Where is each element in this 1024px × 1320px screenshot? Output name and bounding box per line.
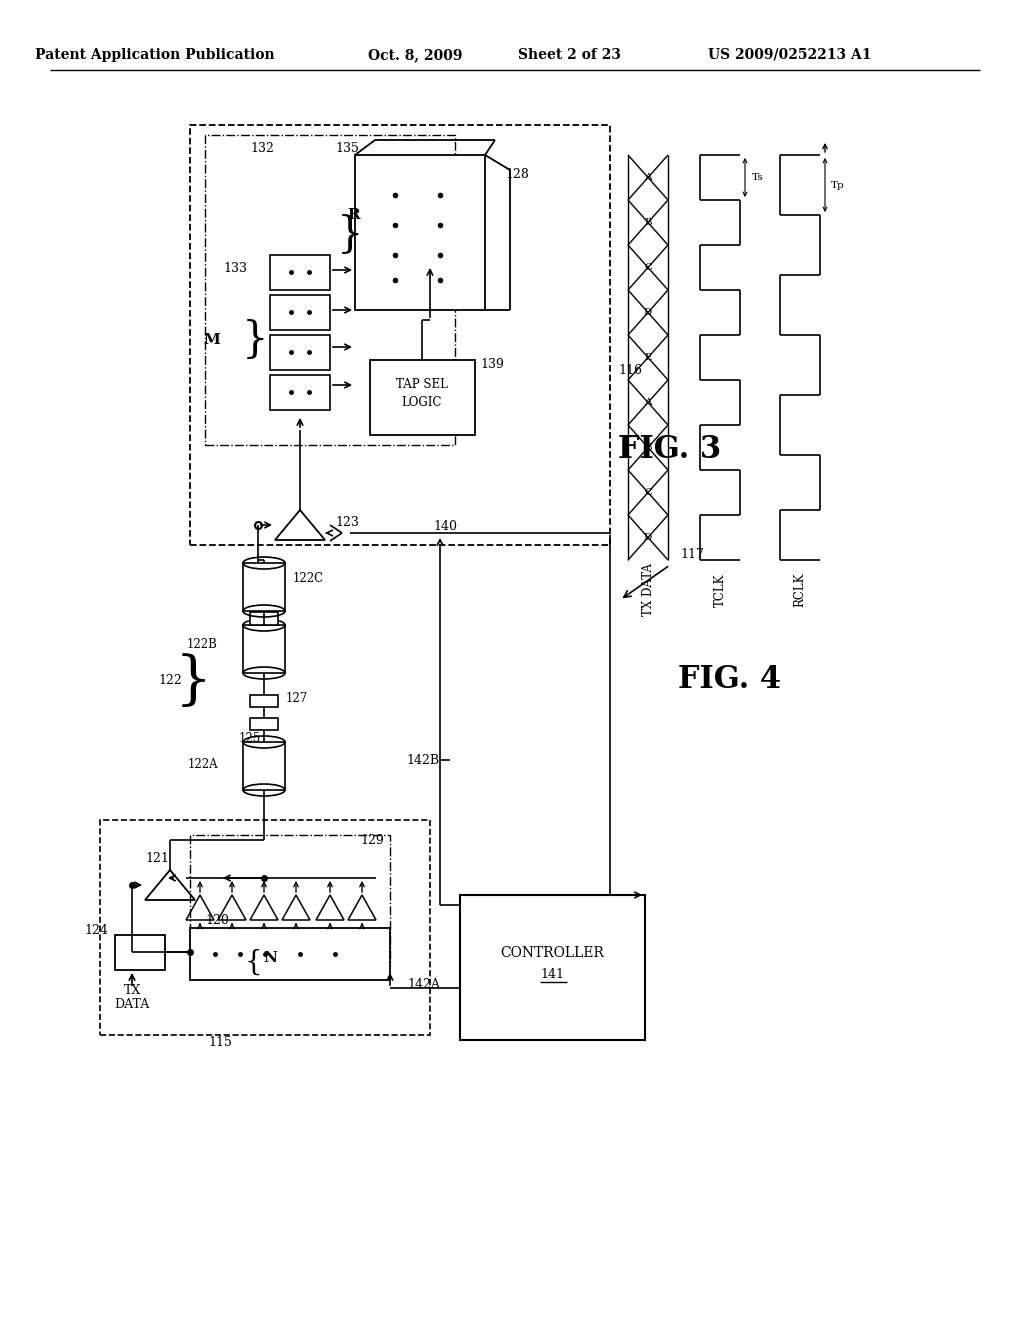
- Text: 135: 135: [335, 141, 358, 154]
- Text: DATA: DATA: [115, 998, 150, 1011]
- Text: 115: 115: [208, 1036, 232, 1049]
- Bar: [270, 294, 330, 330]
- Text: 116: 116: [618, 363, 642, 376]
- Text: 125: 125: [239, 731, 261, 744]
- Text: 133: 133: [223, 261, 247, 275]
- Bar: [100, 820, 430, 1035]
- Text: 122: 122: [159, 673, 182, 686]
- Text: CONTROLLER: CONTROLLER: [500, 946, 604, 960]
- Text: US 2009/0252213 A1: US 2009/0252213 A1: [709, 48, 871, 62]
- Text: Tp: Tp: [831, 181, 845, 190]
- Bar: [460, 895, 645, 1040]
- Text: 129: 129: [360, 833, 384, 846]
- Text: }: }: [337, 214, 364, 256]
- Bar: [190, 928, 390, 979]
- Bar: [115, 935, 165, 970]
- Bar: [190, 836, 390, 965]
- Text: 140: 140: [433, 520, 457, 533]
- Bar: [370, 360, 475, 436]
- Text: 127: 127: [286, 692, 308, 705]
- Text: 117: 117: [680, 549, 703, 561]
- Text: 122C: 122C: [293, 572, 325, 585]
- Text: TCLK: TCLK: [714, 573, 726, 607]
- Text: TX: TX: [123, 983, 140, 997]
- Text: }: }: [174, 653, 212, 710]
- Text: Sheet 2 of 23: Sheet 2 of 23: [518, 48, 622, 62]
- Text: 142A: 142A: [408, 978, 440, 991]
- Bar: [270, 375, 330, 411]
- Bar: [270, 255, 330, 290]
- Bar: [190, 125, 610, 545]
- Text: 123: 123: [335, 516, 358, 529]
- Text: 141: 141: [540, 969, 564, 982]
- Text: 139: 139: [480, 359, 504, 371]
- Text: 120: 120: [205, 913, 229, 927]
- Text: 128: 128: [505, 169, 528, 181]
- Bar: [243, 564, 285, 611]
- Text: D: D: [644, 533, 652, 543]
- Text: 132: 132: [250, 141, 273, 154]
- Text: RCLK: RCLK: [794, 573, 807, 607]
- Text: C: C: [644, 263, 652, 272]
- Text: {: {: [245, 949, 262, 975]
- Bar: [355, 154, 485, 310]
- Text: Patent Application Publication: Patent Application Publication: [35, 48, 274, 62]
- Text: B: B: [644, 444, 652, 451]
- Text: E: E: [644, 352, 651, 362]
- Text: FIG. 3: FIG. 3: [618, 434, 722, 466]
- Text: 142B: 142B: [407, 754, 440, 767]
- Text: A: A: [644, 173, 651, 182]
- Text: 124: 124: [84, 924, 108, 936]
- Text: Ts: Ts: [753, 173, 764, 181]
- Text: LOGIC: LOGIC: [401, 396, 442, 408]
- Bar: [250, 612, 278, 624]
- Text: N: N: [263, 950, 276, 965]
- Text: M: M: [203, 333, 220, 347]
- Text: Oct. 8, 2009: Oct. 8, 2009: [368, 48, 462, 62]
- Bar: [250, 718, 278, 730]
- Text: }: }: [242, 319, 268, 360]
- Text: TX DATA: TX DATA: [641, 564, 654, 616]
- Text: D: D: [644, 308, 652, 317]
- Bar: [250, 696, 278, 708]
- Text: R: R: [347, 209, 360, 222]
- Text: 122A: 122A: [187, 759, 218, 771]
- Text: 122B: 122B: [187, 639, 218, 652]
- Text: B: B: [644, 218, 652, 227]
- Bar: [205, 135, 455, 445]
- Text: C: C: [644, 488, 652, 498]
- Text: 121: 121: [145, 851, 169, 865]
- Text: FIG. 4: FIG. 4: [679, 664, 781, 696]
- Bar: [243, 624, 285, 673]
- Bar: [270, 335, 330, 370]
- Text: A: A: [644, 399, 651, 407]
- Bar: [243, 742, 285, 789]
- Text: TAP SEL: TAP SEL: [396, 379, 447, 392]
